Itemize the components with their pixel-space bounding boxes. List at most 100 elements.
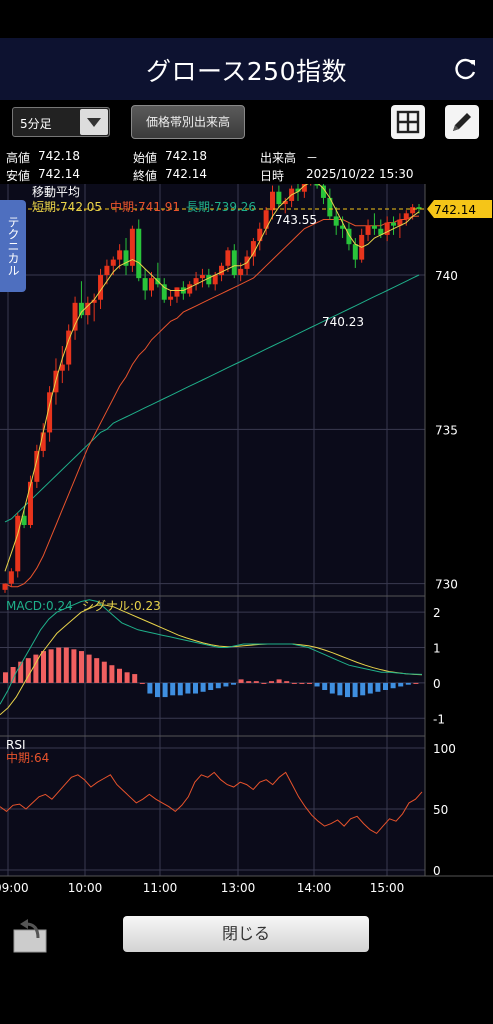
candle — [187, 284, 193, 294]
candle — [410, 207, 416, 214]
candle — [59, 364, 65, 371]
macd-histogram-bar — [101, 661, 107, 683]
macd-histogram-bar — [352, 682, 358, 698]
ma-long-line — [4, 274, 420, 523]
macd-histogram-bar — [18, 661, 24, 683]
macd-histogram-bar — [215, 682, 221, 689]
price-tick-label: 740 — [435, 269, 458, 283]
ma-short-line — [4, 184, 420, 572]
candle — [85, 302, 91, 316]
datetime-label: 日時 — [260, 169, 285, 183]
candle — [117, 250, 123, 260]
page-title: グロース250指数 — [146, 57, 347, 86]
ma-legend-item: 長期:739.26 — [186, 200, 256, 214]
candle — [2, 583, 8, 590]
pencil-icon[interactable] — [445, 105, 479, 139]
candle — [142, 278, 148, 291]
macd-histogram-bar — [63, 647, 69, 683]
candle — [34, 450, 40, 482]
price-tick-label: 730 — [435, 578, 458, 592]
volume-value: － — [306, 151, 319, 165]
macd-histogram-bar — [177, 682, 183, 696]
candle — [352, 244, 358, 260]
back-arrow-icon[interactable] — [12, 918, 48, 954]
candle — [168, 296, 174, 300]
price-volume-button[interactable]: 価格帯別出来高 — [131, 105, 245, 139]
last-price-label: 742.14 — [434, 203, 476, 217]
candle — [263, 210, 269, 229]
candle — [282, 200, 288, 205]
interval-value: 5分足 — [20, 117, 52, 131]
ma-legend-item: 短期:742.05 — [32, 200, 102, 214]
macd-tick-label: 1 — [433, 642, 441, 656]
rsi-tick-label: 100 — [433, 742, 456, 756]
datetime-value: 2025/10/22 15:30 — [306, 167, 414, 181]
macd-histogram-bar — [41, 651, 46, 683]
chart-area[interactable]: 740 735 730 742.14 743.55 740.23 移動平均短期:742.05… — [0, 184, 493, 904]
candle — [276, 191, 282, 205]
macd-histogram-bar — [71, 649, 77, 683]
candle — [72, 302, 78, 331]
refresh-icon[interactable] — [453, 56, 479, 82]
plot-background — [0, 184, 425, 876]
candle — [270, 191, 276, 211]
macd-tick-label: -1 — [433, 712, 445, 726]
candle — [314, 184, 320, 186]
low-value: 742.14 — [38, 167, 80, 181]
chevron-down-icon[interactable] — [80, 109, 108, 135]
candle — [47, 392, 53, 433]
candle — [238, 268, 244, 276]
candle — [66, 330, 72, 365]
macd-histogram-bar — [109, 665, 115, 683]
quote-info: 高値 742.18 始値 742.18 出来高 － 安値 742.14 終値 7… — [0, 146, 493, 184]
macd-histogram-bar — [383, 682, 388, 690]
candle — [110, 259, 116, 266]
open-value: 742.18 — [165, 149, 207, 163]
last-price-tag — [427, 199, 492, 218]
candle — [174, 287, 180, 297]
grid-icon[interactable] — [391, 105, 425, 139]
macd-histogram-bar — [79, 651, 84, 683]
macd-histogram-bar — [200, 682, 206, 692]
time-tick-label: 15:00 — [370, 881, 405, 895]
candle — [416, 207, 422, 209]
macd-legend-item: MACD:0.24 — [6, 599, 73, 613]
time-tick-label: 11:00 — [143, 881, 178, 895]
candle — [403, 213, 409, 220]
macd-histogram-bar — [33, 654, 39, 683]
candle — [199, 275, 205, 279]
macd-histogram-bar — [284, 681, 290, 683]
technical-tab[interactable]: テクニカル — [0, 200, 26, 292]
macd-histogram-bar — [48, 649, 54, 683]
candle — [295, 188, 301, 192]
candle — [40, 432, 46, 451]
rsi-line — [0, 771, 423, 835]
macd-histogram-bar — [360, 682, 366, 696]
candle — [193, 278, 199, 285]
candle — [346, 228, 352, 245]
macd-tick-label: 2 — [433, 606, 441, 620]
ma-legend-title: 移動平均 — [32, 185, 80, 199]
low-label: 安値 — [6, 169, 31, 183]
macd-histogram-bar — [25, 658, 31, 683]
high-annotation: 743.55 — [275, 213, 317, 227]
close-button[interactable]: 閉じる — [123, 916, 369, 952]
rsi-legend-title: RSI — [6, 738, 26, 752]
close-label: 終値 — [133, 169, 158, 183]
candle — [257, 228, 263, 242]
volume-label: 出来高 — [260, 151, 297, 165]
candle — [365, 225, 371, 235]
macd-histogram-bar — [170, 682, 176, 696]
macd-histogram-bar — [231, 682, 236, 685]
macd-histogram-bar — [291, 682, 297, 684]
macd-histogram-bar — [314, 682, 320, 687]
macd-histogram-bar — [238, 679, 244, 683]
candle — [320, 185, 326, 198]
candle — [333, 216, 339, 226]
time-tick-label: 14:00 — [297, 881, 332, 895]
macd-histogram-bar — [3, 672, 8, 683]
macd-tick-label: 0 — [433, 677, 441, 691]
candle — [15, 515, 21, 572]
rsi-tick-label: 50 — [433, 803, 448, 817]
interval-select[interactable]: 5分足 — [12, 107, 110, 137]
